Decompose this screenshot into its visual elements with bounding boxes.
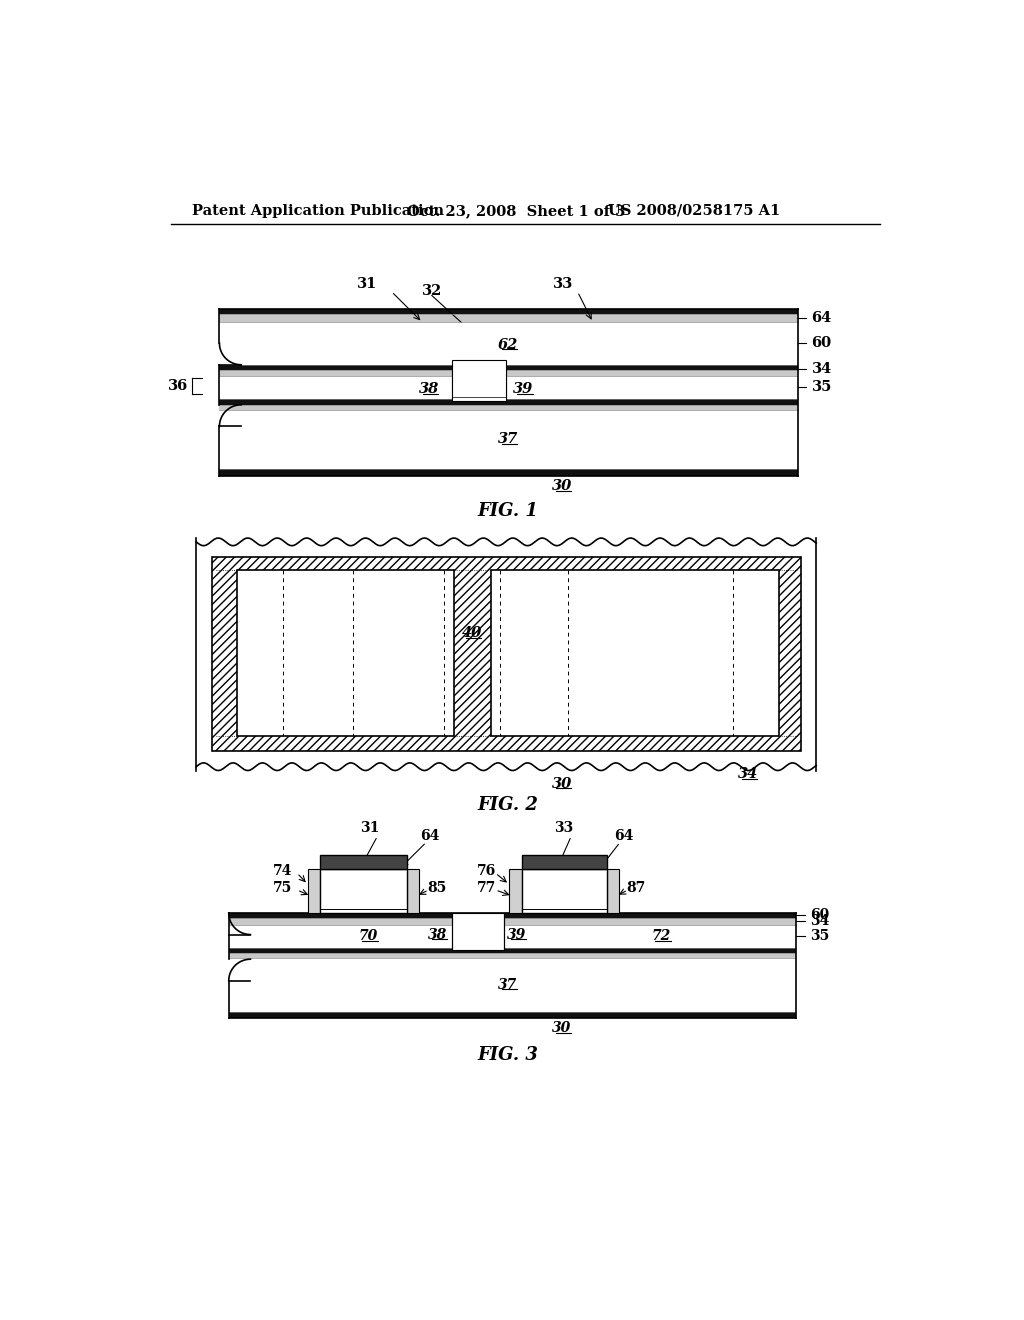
Bar bbox=[521, 855, 607, 869]
Bar bbox=[521, 869, 607, 913]
Text: 33: 33 bbox=[553, 277, 573, 290]
Text: 34: 34 bbox=[812, 363, 831, 376]
Text: FIG. 1: FIG. 1 bbox=[477, 502, 539, 520]
Bar bbox=[219, 364, 799, 370]
Text: 60: 60 bbox=[810, 908, 829, 923]
Text: 34: 34 bbox=[738, 767, 758, 781]
Text: 40: 40 bbox=[462, 627, 482, 640]
Bar bbox=[219, 322, 799, 364]
Text: 87: 87 bbox=[626, 882, 645, 895]
Text: 85: 85 bbox=[427, 882, 446, 895]
Text: 30: 30 bbox=[552, 776, 572, 791]
Text: FIG. 3: FIG. 3 bbox=[477, 1045, 539, 1064]
Bar bbox=[237, 570, 454, 737]
Bar bbox=[228, 958, 796, 1011]
Bar bbox=[228, 948, 796, 953]
Text: 64: 64 bbox=[421, 829, 440, 843]
Bar bbox=[228, 924, 796, 948]
Text: FIG. 2: FIG. 2 bbox=[477, 796, 539, 814]
Text: 31: 31 bbox=[360, 821, 380, 836]
Text: 38: 38 bbox=[419, 383, 439, 396]
Text: 39: 39 bbox=[513, 383, 534, 396]
Bar bbox=[219, 400, 799, 405]
Bar bbox=[219, 309, 799, 314]
Bar bbox=[219, 376, 799, 400]
Bar bbox=[509, 869, 521, 913]
Text: 30: 30 bbox=[552, 1022, 571, 1035]
Text: 72: 72 bbox=[651, 929, 671, 942]
Text: 76: 76 bbox=[476, 863, 496, 878]
Text: 40: 40 bbox=[468, 916, 487, 931]
Bar bbox=[308, 869, 321, 913]
Text: 40: 40 bbox=[467, 366, 486, 379]
Text: 38: 38 bbox=[428, 928, 447, 941]
Text: 44: 44 bbox=[513, 698, 534, 711]
Text: 37: 37 bbox=[498, 433, 518, 446]
Text: US 2008/0258175 A1: US 2008/0258175 A1 bbox=[608, 203, 780, 218]
Bar bbox=[219, 370, 799, 376]
Bar bbox=[228, 913, 796, 919]
Bar bbox=[452, 360, 506, 401]
Text: 77: 77 bbox=[476, 882, 496, 895]
Bar bbox=[219, 469, 799, 475]
Text: 36: 36 bbox=[168, 379, 188, 392]
Bar bbox=[228, 1011, 796, 1018]
Text: 68: 68 bbox=[610, 632, 630, 647]
Text: 68: 68 bbox=[554, 882, 573, 895]
Text: Oct. 23, 2008  Sheet 1 of 3: Oct. 23, 2008 Sheet 1 of 3 bbox=[407, 203, 626, 218]
Bar bbox=[452, 913, 504, 950]
Text: Patent Application Publication: Patent Application Publication bbox=[191, 203, 443, 218]
Text: 32: 32 bbox=[422, 284, 442, 298]
Bar bbox=[228, 919, 796, 924]
Bar bbox=[219, 411, 799, 469]
Text: 39: 39 bbox=[508, 928, 526, 941]
Text: 64: 64 bbox=[812, 310, 831, 325]
Text: 60: 60 bbox=[812, 337, 831, 350]
Bar bbox=[219, 405, 799, 411]
Bar bbox=[607, 869, 620, 913]
Text: 74: 74 bbox=[273, 863, 293, 878]
Text: 34: 34 bbox=[810, 915, 829, 928]
Text: 31: 31 bbox=[356, 277, 377, 290]
Text: 75: 75 bbox=[273, 882, 293, 895]
Text: 42: 42 bbox=[326, 698, 346, 711]
Text: 33: 33 bbox=[554, 821, 573, 836]
Text: 70: 70 bbox=[358, 929, 378, 942]
Text: 66: 66 bbox=[326, 632, 346, 647]
Text: 64: 64 bbox=[614, 829, 634, 843]
Bar bbox=[219, 314, 799, 322]
Bar bbox=[197, 543, 816, 767]
Bar bbox=[490, 570, 779, 737]
Text: 66: 66 bbox=[354, 882, 373, 895]
Bar bbox=[321, 855, 407, 869]
Bar bbox=[321, 869, 407, 913]
Bar bbox=[407, 869, 420, 913]
Bar bbox=[212, 557, 801, 751]
Text: 35: 35 bbox=[812, 380, 831, 395]
Text: 30: 30 bbox=[552, 479, 572, 494]
Text: 62: 62 bbox=[498, 338, 518, 351]
Text: 35: 35 bbox=[810, 929, 829, 942]
Bar bbox=[228, 953, 796, 958]
Text: 37: 37 bbox=[498, 978, 517, 991]
